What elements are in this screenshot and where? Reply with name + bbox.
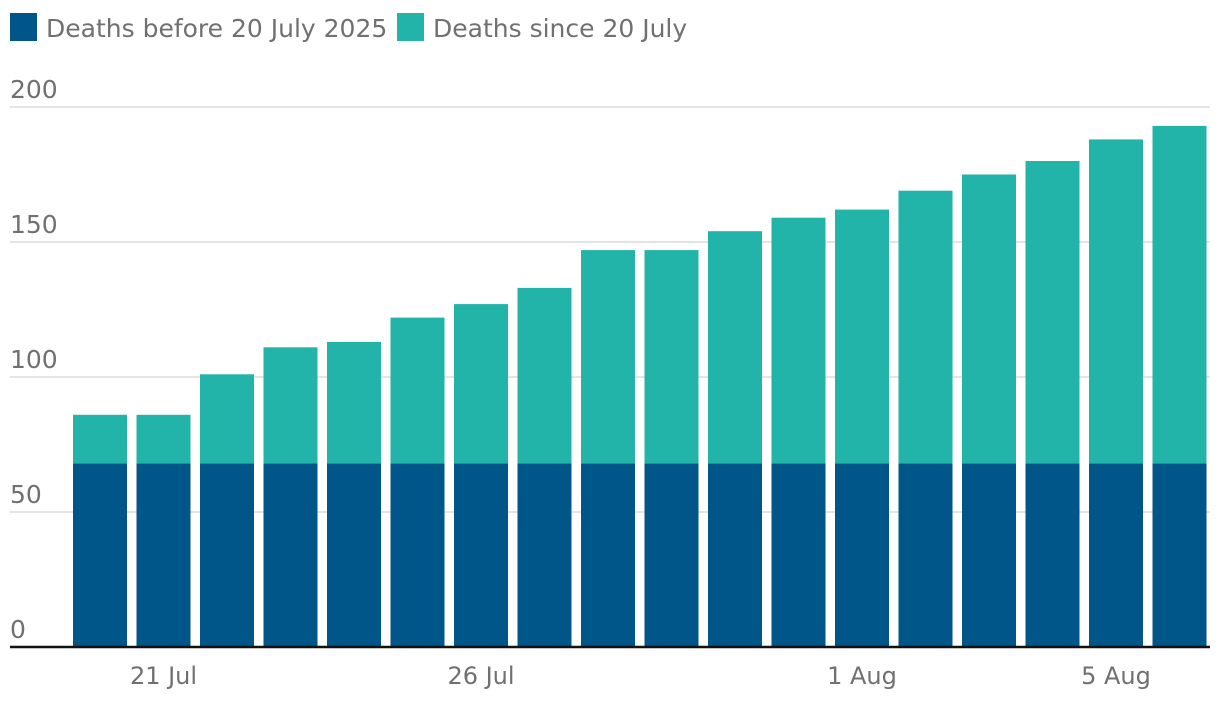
bar-segment-series-0 — [136, 463, 191, 647]
bar-segment-series-0 — [73, 463, 127, 647]
bar-segment-series-1 — [136, 414, 191, 464]
bar-segment-series-0 — [1089, 463, 1143, 647]
bar-segment-series-0 — [517, 463, 572, 647]
bar-segment-series-1 — [454, 304, 508, 464]
x-tick-label: 21 Jul — [130, 662, 197, 690]
bar-segment-series-0 — [1152, 463, 1207, 647]
bar-segment-series-0 — [454, 463, 508, 647]
legend-label-series-1: Deaths since 20 July — [433, 14, 687, 43]
bar-segment-series-1 — [644, 250, 699, 464]
y-axis-ticks: 0 50 100 150 200 — [10, 75, 58, 644]
bar-segment-series-1 — [327, 341, 381, 464]
bar-segment-series-1 — [200, 374, 254, 464]
bar-segment-series-0 — [962, 463, 1016, 647]
y-tick-label: 150 — [10, 210, 58, 239]
bar-segment-series-1 — [390, 317, 445, 464]
bars — [73, 125, 1207, 647]
bar-segment-series-1 — [517, 287, 572, 464]
bar-segment-series-1 — [835, 209, 889, 464]
x-tick-label: 5 Aug — [1081, 662, 1151, 690]
legend-label-series-0: Deaths before 20 July 2025 — [46, 14, 387, 43]
bar-segment-series-1 — [1025, 161, 1080, 464]
bar-segment-series-0 — [200, 463, 254, 647]
y-tick-label: 100 — [10, 345, 58, 374]
bar-segment-series-1 — [73, 414, 127, 464]
legend-swatch-series-0 — [10, 13, 37, 41]
bar-segment-series-1 — [1089, 139, 1143, 464]
bar-segment-series-0 — [771, 463, 826, 647]
x-axis-ticks: 21 Jul 26 Jul 1 Aug 5 Aug — [130, 662, 1151, 690]
bar-segment-series-0 — [1025, 463, 1080, 647]
bar-segment-series-0 — [327, 463, 381, 647]
x-tick-label: 26 Jul — [447, 662, 514, 690]
y-tick-label: 200 — [10, 75, 58, 104]
bar-segment-series-0 — [263, 463, 318, 647]
bar-segment-series-1 — [962, 174, 1016, 464]
bar-segment-series-0 — [581, 463, 635, 647]
bar-segment-series-1 — [1152, 125, 1207, 464]
bar-segment-series-1 — [708, 231, 762, 464]
bar-segment-series-0 — [898, 463, 953, 647]
bar-segment-series-0 — [390, 463, 445, 647]
y-tick-label: 50 — [10, 480, 42, 509]
bar-segment-series-1 — [898, 190, 953, 464]
bar-segment-series-1 — [581, 250, 635, 464]
bar-segment-series-1 — [263, 347, 318, 464]
bar-segment-series-1 — [771, 217, 826, 464]
bar-segment-series-0 — [835, 463, 889, 647]
legend-swatch-series-1 — [397, 13, 424, 41]
y-tick-label: 0 — [10, 615, 26, 644]
bar-segment-series-0 — [644, 463, 699, 647]
x-tick-label: 1 Aug — [827, 662, 897, 690]
bar-segment-series-0 — [708, 463, 762, 647]
legend: Deaths before 20 July 2025 Deaths since … — [10, 13, 687, 43]
